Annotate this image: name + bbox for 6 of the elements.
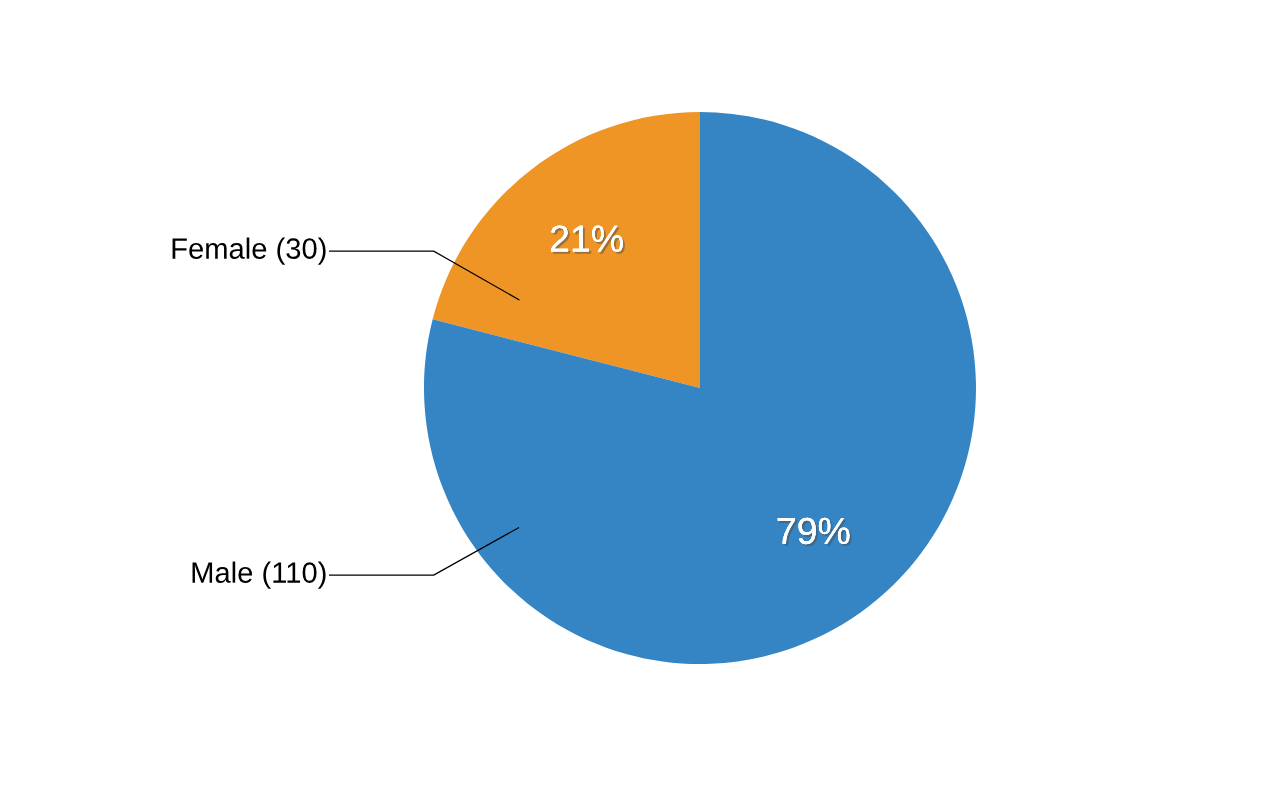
pie-slice [424,112,976,664]
slice-label: Female (30) [172,237,326,265]
data-label: 79% [777,517,852,547]
data-label: 21% [551,225,625,254]
slice-label: Male (110) [192,561,326,589]
pie-slice [432,112,700,388]
